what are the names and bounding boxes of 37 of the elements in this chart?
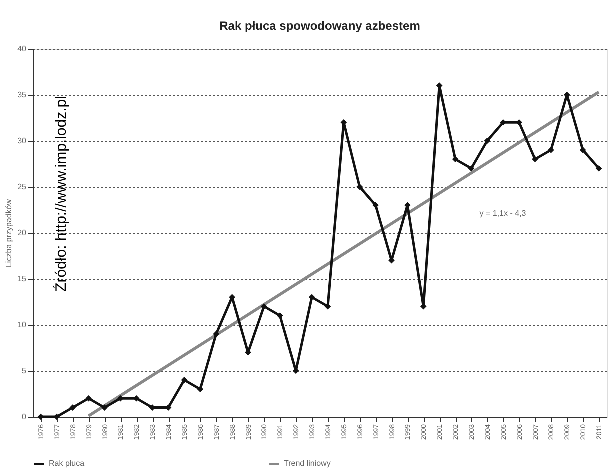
point xyxy=(102,404,108,411)
point xyxy=(308,294,316,301)
y-axis-title: Liczba przypadków xyxy=(4,199,14,268)
legend-label: Rak płuca xyxy=(49,459,86,468)
annotation: y = 1,1x - 4,3 xyxy=(480,209,527,218)
point xyxy=(276,312,284,319)
y-tick-label: 40 xyxy=(18,44,28,54)
point xyxy=(468,165,475,172)
point xyxy=(580,147,586,154)
y-tick-label: 25 xyxy=(18,182,28,192)
point xyxy=(197,386,204,393)
point xyxy=(372,202,379,209)
point xyxy=(596,165,602,172)
point xyxy=(213,331,220,338)
chart-title: Rak płuca spowodowany azbestem xyxy=(220,19,420,33)
point xyxy=(261,303,268,310)
point xyxy=(54,414,60,420)
y-tick-label: 5 xyxy=(22,366,28,376)
y-tick-label: 20 xyxy=(18,228,28,238)
point xyxy=(484,138,491,144)
point xyxy=(70,404,76,411)
y-tick-label: 30 xyxy=(18,136,28,146)
point xyxy=(532,156,538,163)
point xyxy=(436,82,443,89)
point xyxy=(86,395,92,402)
legend-label: Trend liniowy xyxy=(284,459,331,468)
point xyxy=(452,156,459,163)
y-tick-label: 35 xyxy=(18,90,28,100)
point xyxy=(548,147,554,154)
point xyxy=(356,184,364,190)
point xyxy=(516,119,522,126)
y-tick-label: 0 xyxy=(22,412,28,422)
annotation: Źródło: http://www.imp.lodz.pl xyxy=(52,96,70,292)
point xyxy=(118,395,124,402)
y-tick-label: 15 xyxy=(18,274,28,284)
y-tick-label: 10 xyxy=(18,320,28,330)
point xyxy=(181,377,188,384)
